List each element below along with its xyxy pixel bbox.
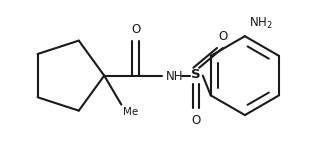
Text: Me: Me — [123, 107, 138, 117]
Text: NH: NH — [166, 70, 184, 84]
Text: O: O — [131, 23, 140, 36]
Text: NH$_2$: NH$_2$ — [249, 16, 273, 31]
Text: S: S — [192, 68, 201, 81]
Text: O: O — [192, 114, 201, 127]
Text: O: O — [218, 30, 227, 43]
